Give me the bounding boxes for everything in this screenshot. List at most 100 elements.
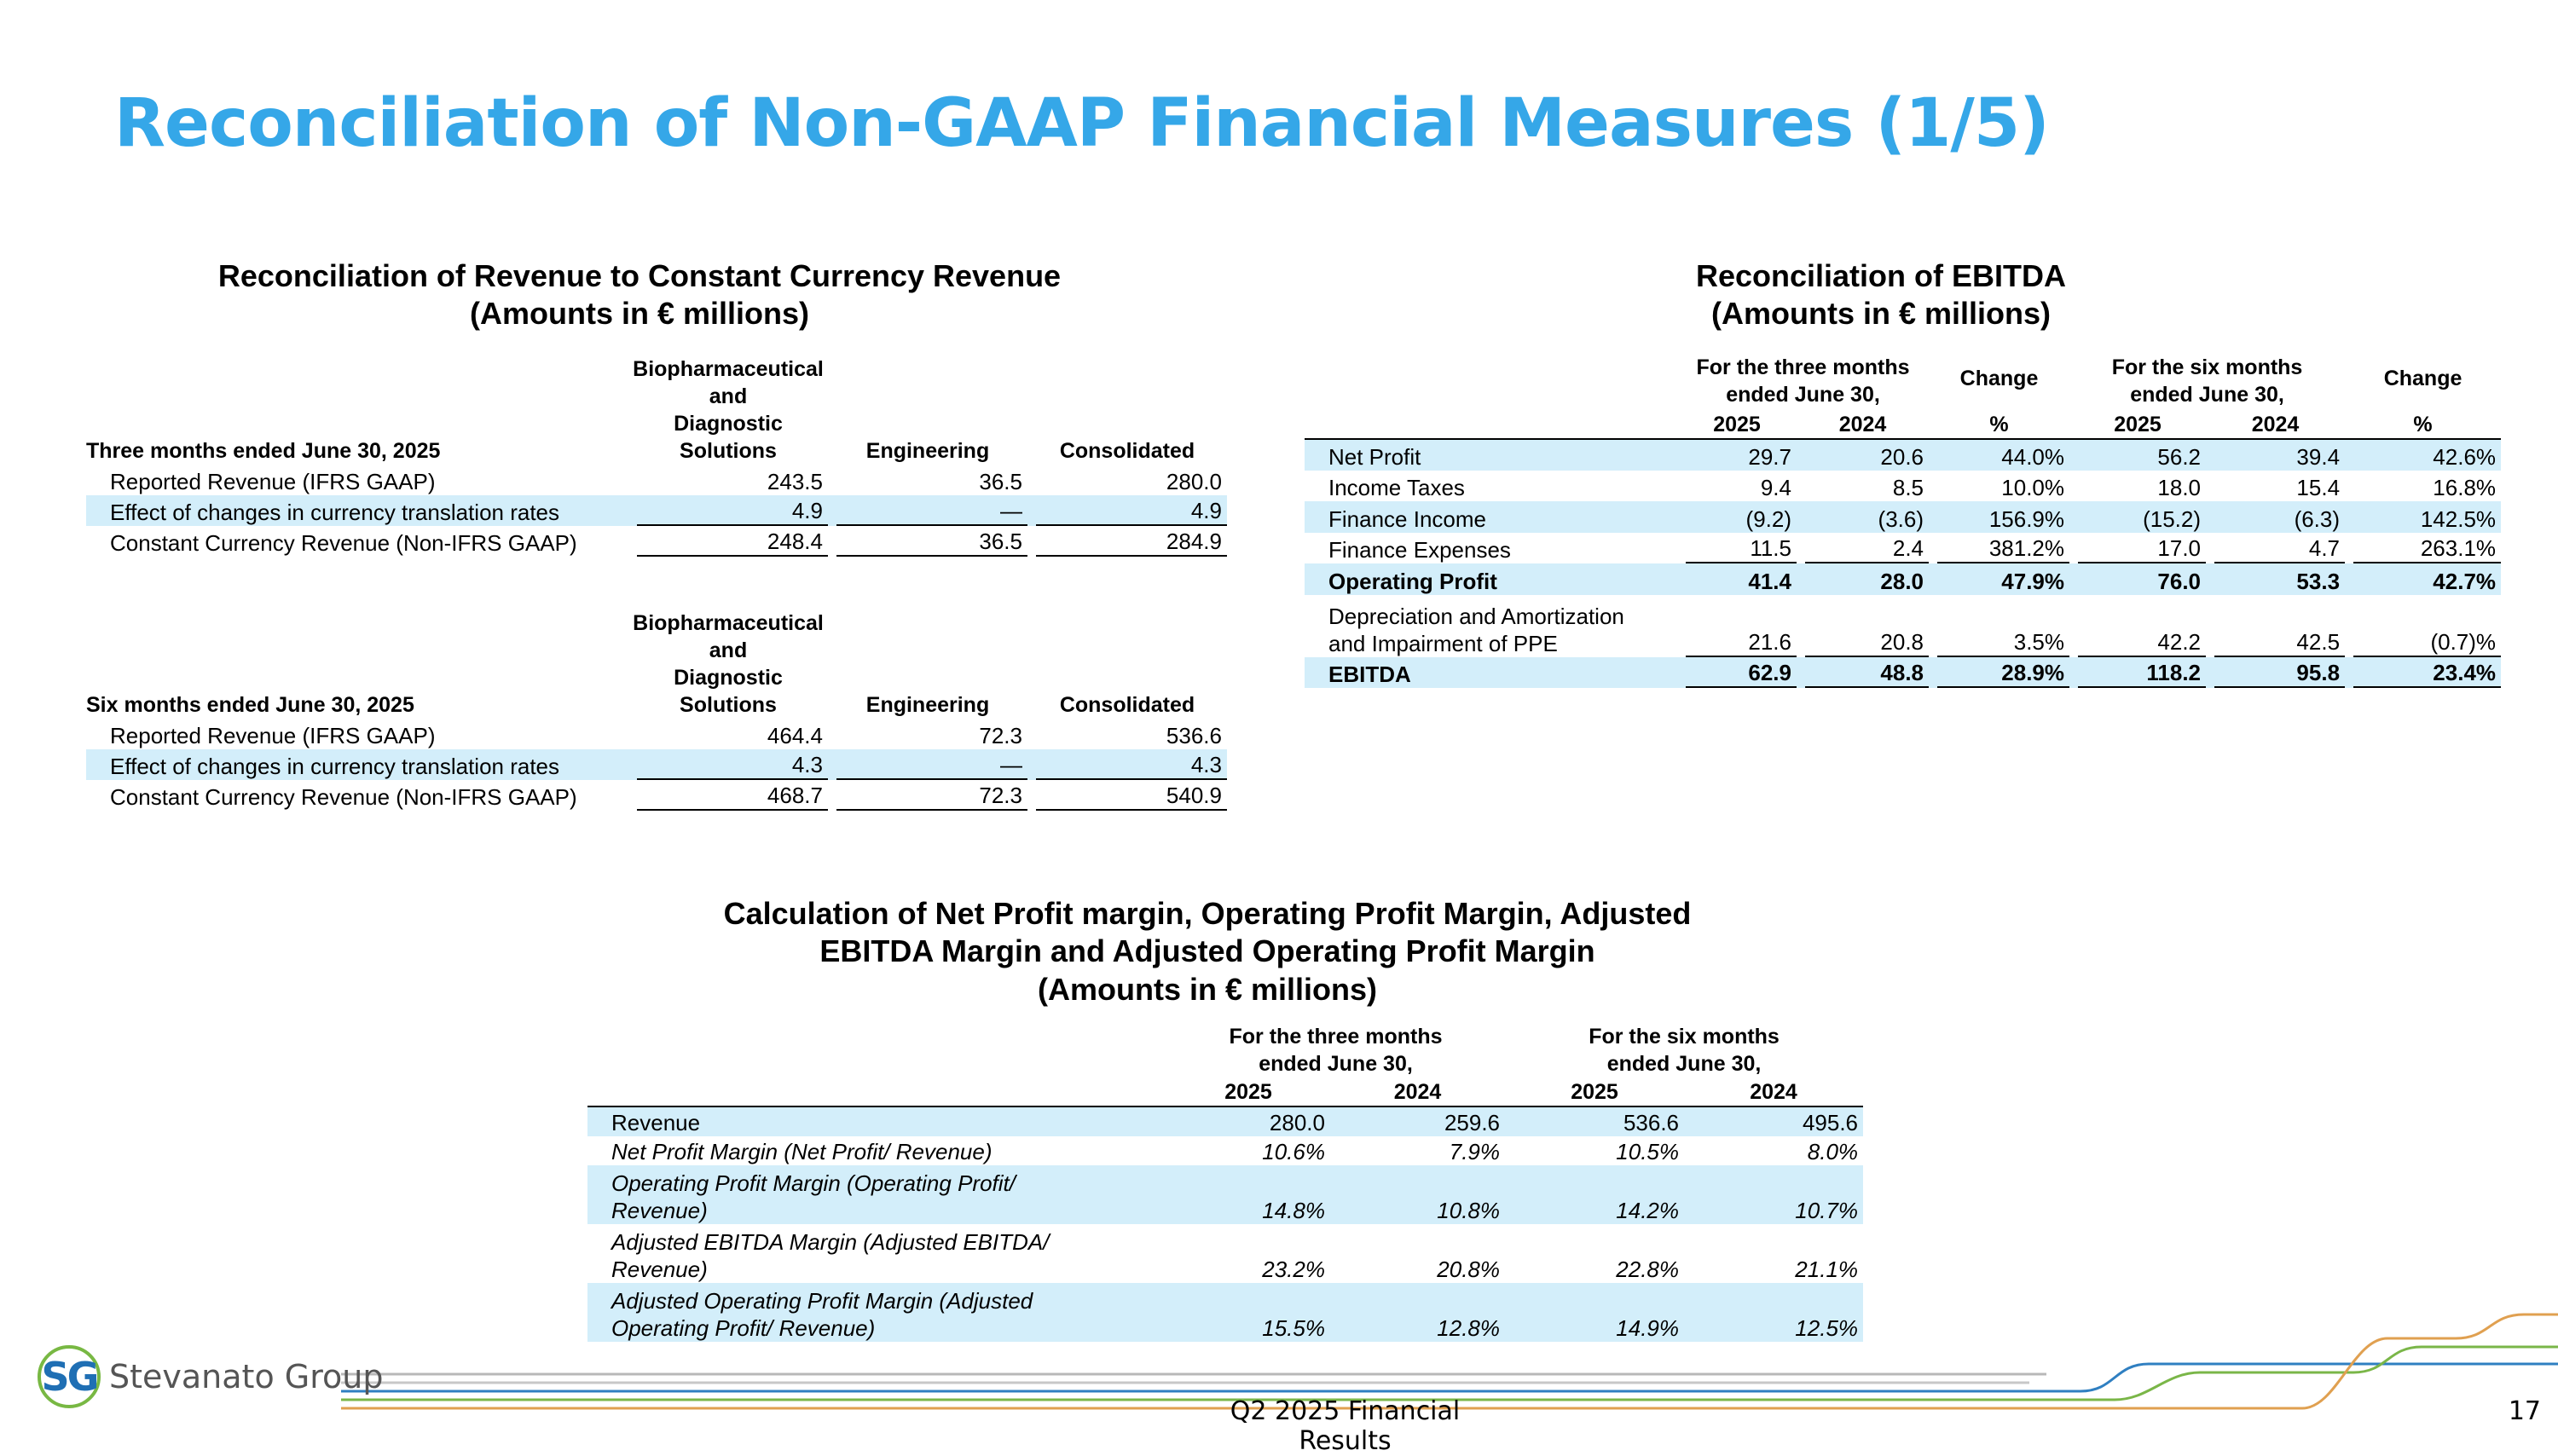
year-header: 2024 bbox=[1330, 1078, 1506, 1107]
value: 259.6 bbox=[1444, 1109, 1501, 1135]
year-header: 2025 bbox=[1166, 1078, 1330, 1107]
value: 4.9 bbox=[1036, 497, 1227, 526]
value: 464.4 bbox=[767, 723, 823, 748]
value-cell: 20.8 bbox=[1797, 595, 1930, 657]
value-cell: 28.9% bbox=[1929, 657, 2070, 688]
row: Reported Revenue (IFRS GAAP) 464.4 72.3 536… bbox=[86, 719, 1227, 749]
value-cell: 4.9 bbox=[628, 495, 828, 526]
value: 21.6 bbox=[1686, 628, 1797, 657]
value: 36.5 bbox=[979, 469, 1022, 494]
change-header: Change bbox=[1959, 367, 2039, 390]
table-title: Calculation of Net Profit margin, Operat… bbox=[723, 896, 1692, 968]
subcolumn-header: 2024 bbox=[2206, 408, 2346, 440]
row-label: Effect of changes in currency translatio… bbox=[110, 500, 560, 525]
value: (9.2) bbox=[1745, 506, 1791, 532]
value-cell: 18.0 bbox=[2069, 471, 2206, 502]
footer-text: Q2 2025 Financial Results bbox=[1230, 1396, 1461, 1456]
column-header: Engineering bbox=[865, 693, 990, 717]
value: — bbox=[836, 751, 1027, 780]
value: 156.9% bbox=[1988, 506, 2065, 532]
row-label: EBITDA bbox=[1328, 662, 1411, 687]
value-cell: 464.4 bbox=[628, 719, 828, 749]
row-label: Constant Currency Revenue (Non-IFRS GAAP… bbox=[110, 530, 577, 556]
value-cell: 495.6 bbox=[1684, 1106, 1863, 1136]
value: (3.6) bbox=[1878, 506, 1924, 532]
table-title: Reconciliation of Revenue to Constant Cu… bbox=[217, 258, 1062, 293]
value-cell: 381.2% bbox=[1929, 533, 2070, 563]
row-label: Reported Revenue (IFRS GAAP) bbox=[110, 723, 436, 748]
row-label: Constant Currency Revenue (Non-IFRS GAAP… bbox=[110, 784, 577, 810]
row: Effect of changes in currency translatio… bbox=[86, 749, 1227, 780]
value: 12.5% bbox=[1795, 1315, 1859, 1341]
value: 3.5% bbox=[1937, 628, 2070, 657]
value-cell: 72.3 bbox=[828, 719, 1027, 749]
header-row: For the three months ended June 30, For t… bbox=[587, 1021, 1863, 1078]
value: 22.8% bbox=[1616, 1257, 1680, 1282]
value: 47.9% bbox=[2001, 568, 2065, 594]
value-cell: — bbox=[828, 749, 1027, 780]
value-cell: 15.4 bbox=[2206, 471, 2345, 502]
value-cell: 4.7 bbox=[2206, 533, 2346, 563]
value-cell: 36.5 bbox=[828, 465, 1027, 495]
value: 14.9% bbox=[1616, 1315, 1680, 1341]
value: 284.9 bbox=[1036, 528, 1227, 557]
value-cell: 42.6% bbox=[2345, 439, 2501, 471]
value: 468.7 bbox=[637, 782, 828, 811]
value-cell: 20.8% bbox=[1330, 1224, 1505, 1283]
slide-title: Reconciliation of Non-GAAP Financial Mea… bbox=[114, 85, 2050, 162]
value-cell: 3.5% bbox=[1929, 595, 2070, 657]
value-cell: 42.5 bbox=[2206, 595, 2346, 657]
table: Six months ended June 30, 2025 Biopharmac… bbox=[86, 598, 1227, 811]
value: 42.6% bbox=[2433, 443, 2497, 470]
value-cell: 16.8% bbox=[2345, 471, 2501, 502]
subcolumn-header: % bbox=[2345, 408, 2502, 440]
table: Three months ended June 30, 2025 Biopharm… bbox=[86, 344, 1227, 557]
value-cell: 7.9% bbox=[1330, 1136, 1505, 1166]
value: 11.5 bbox=[1686, 534, 1797, 563]
row: EBITDA 62.9 48.8 28.9% 118.2 95.8 23.4% bbox=[1305, 656, 2502, 688]
value-cell: 28.0 bbox=[1797, 563, 1929, 595]
value-cell: 21.6 bbox=[1677, 595, 1797, 657]
value: 53.3 bbox=[2296, 568, 2341, 594]
value-cell: (9.2) bbox=[1677, 501, 1797, 533]
row: Net Profit 29.7 20.6 44.0% 56.2 39.4 42.6% bbox=[1305, 439, 2502, 471]
value: 42.7% bbox=[2433, 568, 2497, 594]
value-cell: 23.2% bbox=[1166, 1224, 1330, 1283]
period-header: For the six months ended June 30, bbox=[2111, 355, 2303, 407]
value-cell: 280.0 bbox=[1166, 1106, 1330, 1136]
subcolumn-header: 2025 bbox=[1677, 408, 1797, 440]
value-cell: 10.8% bbox=[1330, 1165, 1505, 1224]
value-cell: 22.8% bbox=[1505, 1224, 1684, 1283]
value: 62.9 bbox=[1686, 659, 1797, 688]
value-cell: (0.7)% bbox=[2345, 595, 2502, 657]
value-cell: 280.0 bbox=[1027, 465, 1227, 495]
value-cell: 20.6 bbox=[1797, 439, 1929, 471]
value: 10.8% bbox=[1437, 1198, 1501, 1223]
value-cell: 118.2 bbox=[2069, 657, 2207, 688]
value: 44.0% bbox=[2001, 443, 2065, 470]
footer-decoration bbox=[341, 1313, 2558, 1410]
value-cell: 15.5% bbox=[1166, 1283, 1330, 1342]
row-label: Depreciation and Amortization and Impair… bbox=[1328, 603, 1624, 656]
subcolumn-header: 2024 bbox=[1797, 408, 1930, 440]
header-row: 2025 2024% 2025 2024% bbox=[1305, 408, 2502, 440]
header-row: Six months ended June 30, 2025 Biopharmac… bbox=[86, 598, 1227, 719]
value-cell: 48.8 bbox=[1797, 657, 1930, 688]
value: 4.9 bbox=[637, 497, 828, 526]
value-cell: (3.6) bbox=[1797, 501, 1929, 533]
value: 48.8 bbox=[1805, 659, 1930, 688]
value: 72.3 bbox=[836, 782, 1027, 811]
blank bbox=[587, 1021, 1166, 1078]
period-header: Six months ended June 30, 2025 bbox=[86, 693, 414, 717]
row: Adjusted EBITDA Margin (Adjusted EBITDA/… bbox=[587, 1224, 1863, 1283]
value: 17.0 bbox=[2078, 534, 2207, 563]
value: 76.0 bbox=[2157, 568, 2202, 594]
value-cell: 142.5% bbox=[2345, 501, 2501, 533]
value: 536.6 bbox=[1623, 1109, 1680, 1135]
row: Constant Currency Revenue (Non-IFRS GAAP… bbox=[86, 526, 1227, 557]
value-cell: 4.3 bbox=[628, 749, 828, 780]
value: 23.2% bbox=[1262, 1257, 1325, 1282]
value-cell: 23.4% bbox=[2345, 657, 2502, 688]
table-body: For the three months ended June 30, Chang… bbox=[1305, 349, 2502, 688]
value-cell: 12.8% bbox=[1330, 1283, 1505, 1342]
